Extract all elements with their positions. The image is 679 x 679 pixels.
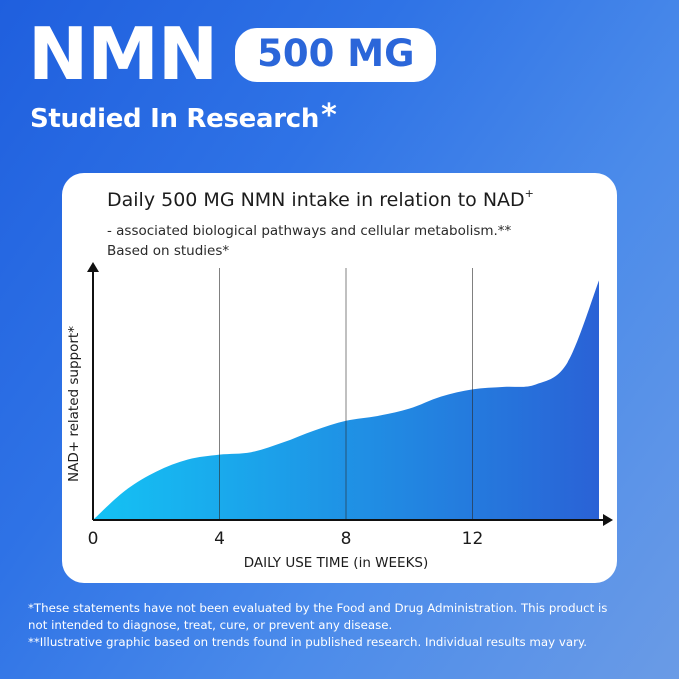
product-title: NMN bbox=[28, 12, 218, 96]
subtitle-text: Studied In Research bbox=[30, 104, 320, 134]
subtitle-asterisk: * bbox=[321, 98, 337, 133]
footnote-line-3: **Illustrative graphic based on trends f… bbox=[28, 635, 587, 649]
chart-title: Daily 500 MG NMN intake in relation to N… bbox=[107, 187, 534, 211]
nad-area-chart: 0 4 8 12 DAILY USE TIME (in WEEKS) NAD+ relat… bbox=[66, 262, 613, 571]
footnote-line-1: *These statements have not been evaluate… bbox=[28, 601, 608, 615]
chart-description-line-2: Based on studies* bbox=[107, 243, 230, 259]
footnotes: *These statements have not been evaluate… bbox=[28, 600, 658, 651]
dose-badge: 500 MG bbox=[235, 28, 437, 82]
chart-card: Daily 500 MG NMN intake in relation to N… bbox=[62, 173, 617, 583]
chart-title-text: Daily 500 MG NMN intake in relation to N… bbox=[107, 189, 525, 211]
chart-title-sup: + bbox=[524, 187, 534, 200]
y-axis-label: NAD+ related support* bbox=[66, 326, 82, 482]
hero-header: NMN 500 MG bbox=[28, 12, 437, 96]
y-axis-arrow bbox=[87, 262, 99, 272]
x-axis-label: DAILY USE TIME (in WEEKS) bbox=[244, 555, 429, 571]
x-tick-label-12: 12 bbox=[462, 529, 484, 549]
chart-description: - associated biological pathways and cel… bbox=[107, 221, 511, 261]
x-tick-label-0: 0 bbox=[88, 529, 99, 549]
x-tick-label-4: 4 bbox=[214, 529, 225, 549]
x-tick-label-8: 8 bbox=[341, 529, 352, 549]
x-axis-arrow bbox=[603, 514, 613, 526]
subtitle: Studied In Research* bbox=[30, 98, 337, 139]
footnote-line-2: not intended to diagnose, treat, cure, o… bbox=[28, 618, 393, 632]
chart-description-line-1: - associated biological pathways and cel… bbox=[107, 223, 512, 239]
